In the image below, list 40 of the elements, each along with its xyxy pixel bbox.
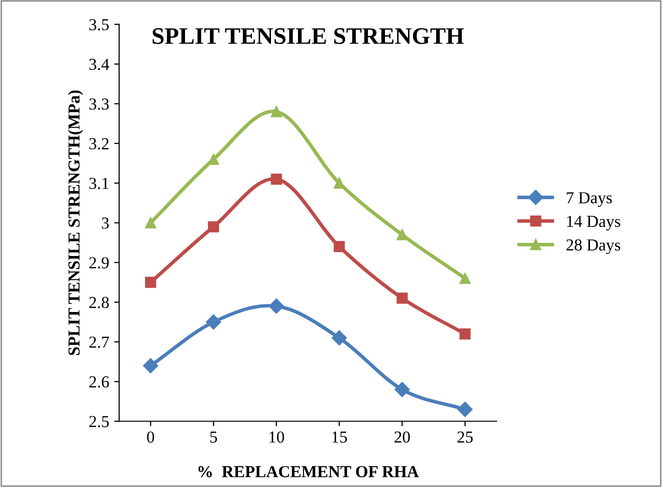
x-tick-label: 5 [210,432,218,443]
y-tick-label: 3.5 [89,19,109,30]
point [145,217,156,228]
y-tick-label: 2.7 [89,336,109,348]
point [334,241,345,252]
point [270,106,282,118]
point [394,382,410,398]
y-tick-label: 3.1 [89,178,108,190]
point [143,358,158,374]
y-tick-label: 2.8 [89,296,109,308]
x-tick-label: 20 [394,431,410,443]
x-tick-label: 0 [147,431,154,443]
x-tick-label: 25 [457,432,473,443]
point [460,328,471,340]
point [145,276,156,288]
x-axis-title: % REPLACEMENT OF RHA [198,466,419,478]
point [457,402,473,417]
y-axis-title: SPLIT TENSILE STRENGTH(MPa) [68,90,84,355]
x-tick-label: 15 [332,432,347,443]
chart-title: SPLIT TENSILE STRENGTH [152,28,464,44]
point [332,330,347,346]
x-tick-label: 10 [270,431,284,443]
y-tick-label: 2.5 [89,416,109,428]
legend-label: 28 Days [566,239,620,254]
legend-label: 14 Days [567,216,620,230]
point [206,314,222,330]
y-tick-label: 2.9 [89,257,109,269]
point [270,174,282,185]
y-tick-label: 3.3 [89,98,109,110]
point [334,178,345,189]
point [268,298,284,314]
y-tick-label: 3.4 [89,58,110,70]
point [460,272,471,284]
point [396,229,408,240]
point [208,221,220,232]
y-tick-label: 2.6 [89,376,109,388]
y-tick-label: 3 [102,218,109,229]
point [396,292,408,304]
y-tick-label: 3.2 [89,138,109,150]
legend-label: 7 Days [566,192,612,207]
